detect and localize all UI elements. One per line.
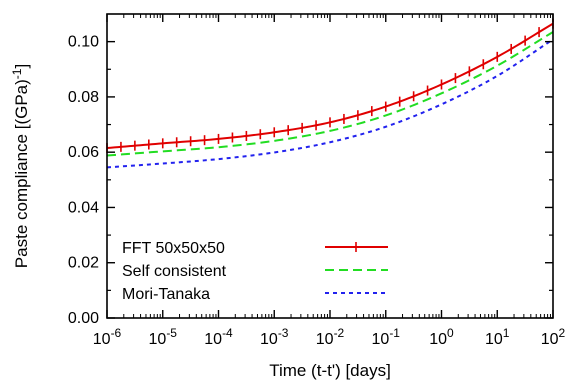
x-tick-label: 10-1: [372, 326, 401, 348]
x-tick-label: 10-3: [260, 326, 289, 348]
x-axis-label: Time (t-t') [days]: [269, 361, 391, 380]
y-tick-label: 0.04: [68, 199, 99, 216]
x-tick-label: 10-6: [93, 326, 122, 348]
x-tick-label: 100: [429, 326, 454, 348]
series-line-fft-50x50x50: [106, 22, 554, 150]
y-tick-label: 0.02: [68, 255, 99, 272]
legend-label-mori-tanaka: Mori-Tanaka: [122, 286, 210, 303]
y-tick-label: 0.06: [68, 144, 99, 161]
x-tick-label: 102: [541, 326, 566, 348]
x-tick-label: 101: [485, 326, 510, 348]
x-tick-label: 10-4: [204, 326, 233, 348]
plot-area: [106, 18, 554, 169]
x-tick-label: 10-5: [149, 326, 178, 348]
y-tick-label: 0.00: [68, 310, 99, 327]
x-tick-label: 10-2: [316, 326, 345, 348]
legend-label-fft-50x50x50: FFT 50x50x50: [122, 240, 225, 257]
legend: FFT 50x50x50 Self consistent Mori-Tanaka: [122, 240, 388, 303]
legend-label-self-consistent: Self consistent: [122, 263, 227, 280]
y-axis-label: Paste compliance [(GPa)-1]: [10, 64, 31, 268]
series-line-self-consistent: [106, 31, 554, 157]
y-tick-label: 0.10: [68, 34, 99, 51]
axes: 0.00 0.02 0.04 0.06 0.08 0.10 10-6 10-5 10-4 10-3…: [10, 13, 566, 380]
series-line-mori-tanaka: [106, 38, 554, 169]
y-tick-label: 0.08: [68, 89, 99, 106]
